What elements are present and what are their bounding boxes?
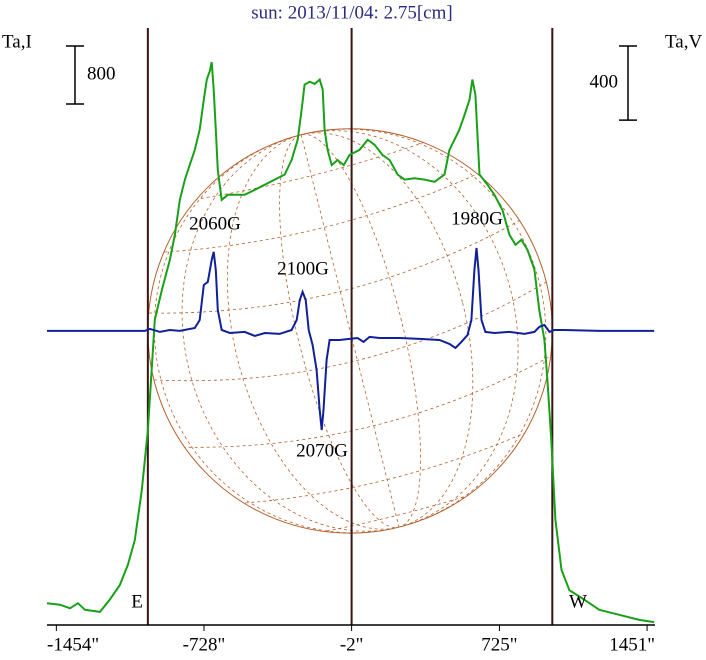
y2-axis-label: Ta,V [665, 31, 702, 52]
parallel [153, 281, 547, 382]
parallel [170, 348, 564, 448]
annotation: 2070G [296, 440, 348, 461]
scale-bar [66, 45, 84, 105]
x-tick-label: 1451" [609, 634, 655, 655]
x-tick-label: -728" [183, 634, 226, 655]
scale-bar [619, 45, 637, 121]
meridian [300, 134, 400, 528]
series-line [47, 247, 655, 431]
scale-bar-label: 400 [590, 71, 619, 92]
meridian [226, 132, 474, 530]
x-tick-label: 725" [481, 634, 517, 655]
series-line [46, 61, 655, 624]
meridian [279, 133, 422, 528]
parallel [122, 155, 516, 255]
chart-title: sun: 2013/11/04: 2.75[cm] [251, 2, 452, 23]
annotation: W [569, 591, 587, 612]
scale-bar-label: 800 [87, 63, 116, 84]
parallel [111, 111, 505, 211]
x-tick-label: -1454" [47, 634, 99, 655]
annotation: 2060G [189, 213, 241, 234]
annotation: 1980G [451, 208, 503, 229]
parallel [137, 214, 530, 314]
y-axis-label: Ta,I [2, 31, 32, 52]
x-tick-label: -2" [340, 634, 364, 655]
annotation: 2100G [277, 258, 329, 279]
annotation: E [131, 591, 143, 612]
